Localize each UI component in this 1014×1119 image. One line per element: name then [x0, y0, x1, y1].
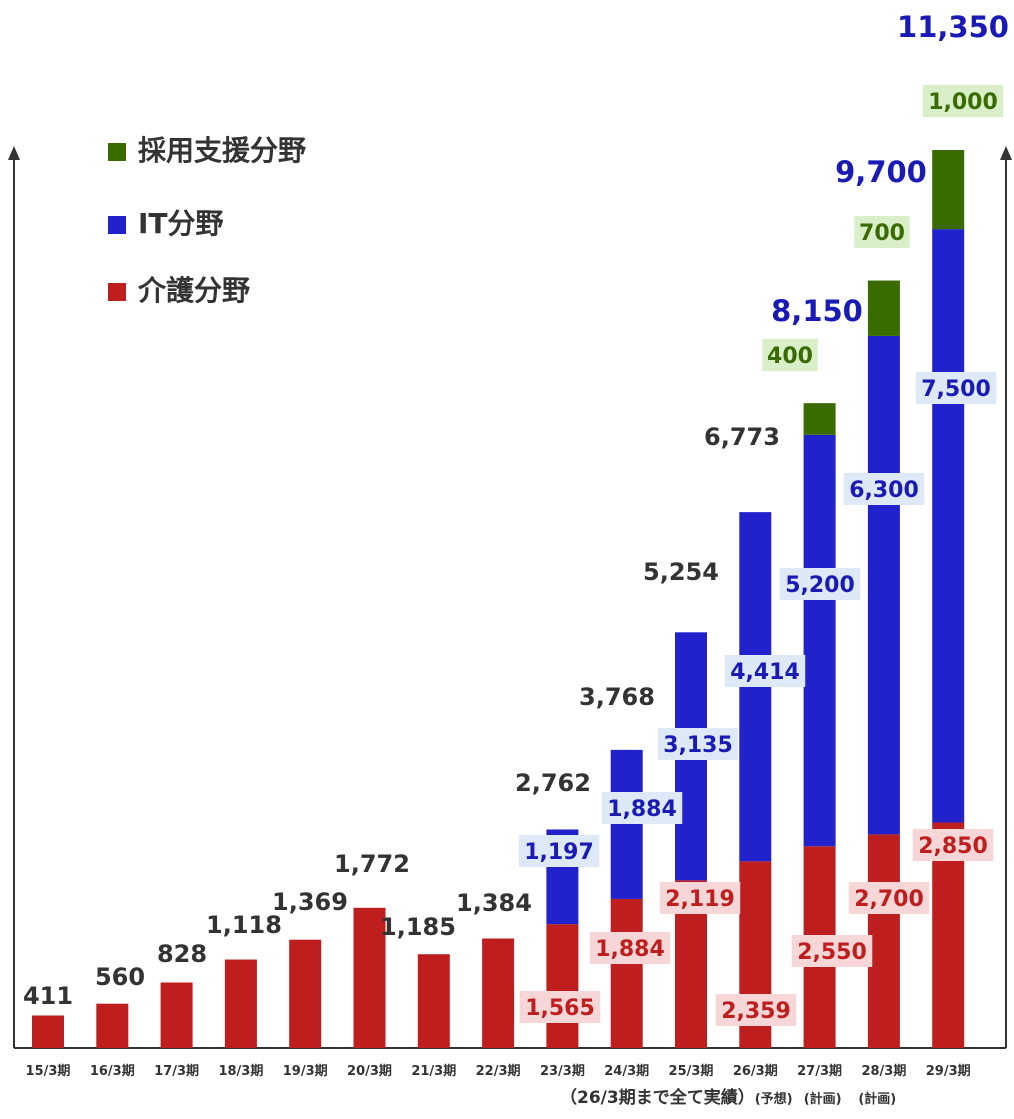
it-value-label-10: 3,135: [663, 733, 733, 758]
tick-label-9: 24/3期: [604, 1064, 649, 1079]
bar-care-5: [353, 907, 386, 1048]
it-value-label-9: 1,884: [607, 797, 677, 822]
tick-label-1: 16/3期: [90, 1064, 135, 1079]
total-label-6: 1,185: [380, 913, 456, 941]
it-value-label-13-bg: [843, 473, 925, 505]
bar-care-9: [610, 898, 643, 1048]
care-value-label-8-bg: [519, 991, 601, 1023]
footnote: （26/3期まで全て実績）(予想) (計画) (計画): [560, 1083, 896, 1108]
it-value-label-11-bg: [724, 655, 806, 687]
care-value-label-14-bg: [912, 829, 994, 861]
care-value-label-14: 2,850: [918, 834, 988, 859]
total-label-7: 1,384: [456, 889, 532, 917]
footnote-note-3: (計画): [858, 1092, 897, 1107]
tick-label-3: 18/3期: [218, 1064, 263, 1079]
recruit-value-label-12: 400: [767, 344, 813, 369]
it-value-label-8: 1,197: [524, 840, 594, 865]
care-value-label-9-bg: [589, 932, 671, 964]
footnote-note-2: (計画): [803, 1092, 842, 1107]
total-label-10: 5,254: [643, 558, 719, 586]
total-label-1: 560: [95, 963, 145, 991]
legend-label-1: IT分野: [138, 207, 224, 240]
total-label-5: 1,772: [334, 850, 410, 878]
legend-swatch-0: [108, 143, 126, 161]
total-label-8: 2,762: [515, 769, 591, 797]
bar-care-0: [32, 1015, 64, 1048]
total-label-4: 1,369: [272, 888, 348, 916]
tick-label-13: 28/3期: [861, 1064, 906, 1079]
care-value-label-9: 1,884: [595, 937, 665, 962]
tick-label-4: 19/3期: [283, 1064, 328, 1079]
y-axis-left-arrow: [8, 146, 20, 160]
care-value-label-11: 2,359: [721, 999, 791, 1024]
tick-label-14: 29/3期: [926, 1064, 971, 1079]
recruit-value-label-14-bg: [922, 85, 1004, 117]
it-value-label-8-bg: [518, 835, 600, 867]
bar-recruit-14: [932, 150, 965, 230]
recruit-value-label-13: 700: [859, 221, 905, 246]
total-label-3: 1,118: [206, 911, 282, 939]
tick-label-5: 20/3期: [347, 1064, 392, 1079]
care-value-label-13-bg: [848, 882, 930, 914]
legend-label-2: 介護分野: [137, 274, 250, 307]
legend-swatch-2: [108, 283, 126, 301]
it-value-label-12: 5,200: [785, 573, 855, 598]
it-value-label-11: 4,414: [730, 660, 800, 685]
tick-label-0: 15/3期: [26, 1064, 71, 1079]
tick-label-11: 26/3期: [733, 1064, 778, 1079]
care-value-label-8: 1,565: [525, 996, 595, 1021]
care-value-label-12-bg: [791, 935, 873, 967]
bar-it-9: [610, 749, 643, 899]
bar-it-14: [932, 229, 965, 823]
total-label-2: 828: [157, 940, 207, 968]
tick-label-12: 27/3期: [797, 1064, 842, 1079]
tick-label-7: 22/3期: [476, 1064, 521, 1079]
bar-care-7: [482, 938, 515, 1048]
recruit-value-label-14: 1,000: [928, 90, 998, 115]
recruit-value-label-13-bg: [854, 216, 910, 248]
bar-it-12: [803, 434, 836, 847]
bar-care-8: [546, 924, 579, 1048]
it-value-label-10-bg: [657, 728, 739, 760]
it-value-label-13: 6,300: [849, 478, 919, 503]
footnote-note-1: (予想): [754, 1092, 793, 1107]
care-value-label-10-bg: [659, 882, 741, 914]
total-label-12: 8,150: [771, 294, 863, 328]
total-label-13: 9,700: [835, 155, 927, 189]
bar-it-13: [867, 335, 900, 835]
it-value-label-12-bg: [779, 568, 861, 600]
total-label-14: 11,350: [897, 10, 1009, 44]
bar-recruit-13: [867, 280, 900, 336]
bar-care-2: [160, 982, 193, 1048]
bar-care-13: [867, 834, 900, 1048]
tick-label-6: 21/3期: [411, 1064, 456, 1079]
recruit-value-label-12-bg: [762, 339, 818, 371]
y-axis-right-arrow: [1000, 146, 1012, 160]
care-value-label-12: 2,550: [797, 940, 867, 965]
tick-label-8: 23/3期: [540, 1064, 585, 1079]
total-label-9: 3,768: [579, 683, 655, 711]
tick-label-2: 17/3期: [154, 1064, 199, 1079]
care-value-label-10: 2,119: [665, 887, 735, 912]
bar-care-6: [417, 954, 450, 1048]
footnote-main: （26/3期まで全て実績）: [560, 1088, 755, 1108]
care-value-label-13: 2,700: [854, 887, 924, 912]
bar-recruit-12: [803, 403, 836, 435]
legend-swatch-1: [108, 216, 126, 234]
total-label-11: 6,773: [704, 423, 780, 451]
it-value-label-14-bg: [915, 372, 997, 404]
bar-care-4: [289, 939, 322, 1048]
it-value-label-9-bg: [601, 792, 683, 824]
bar-care-1: [96, 1003, 129, 1048]
care-value-label-11-bg: [715, 994, 797, 1026]
tick-label-10: 25/3期: [669, 1064, 714, 1079]
bar-care-3: [224, 959, 257, 1048]
legend-label-0: 採用支援分野: [138, 134, 306, 167]
total-label-0: 411: [23, 982, 73, 1010]
it-value-label-14: 7,500: [921, 377, 991, 402]
